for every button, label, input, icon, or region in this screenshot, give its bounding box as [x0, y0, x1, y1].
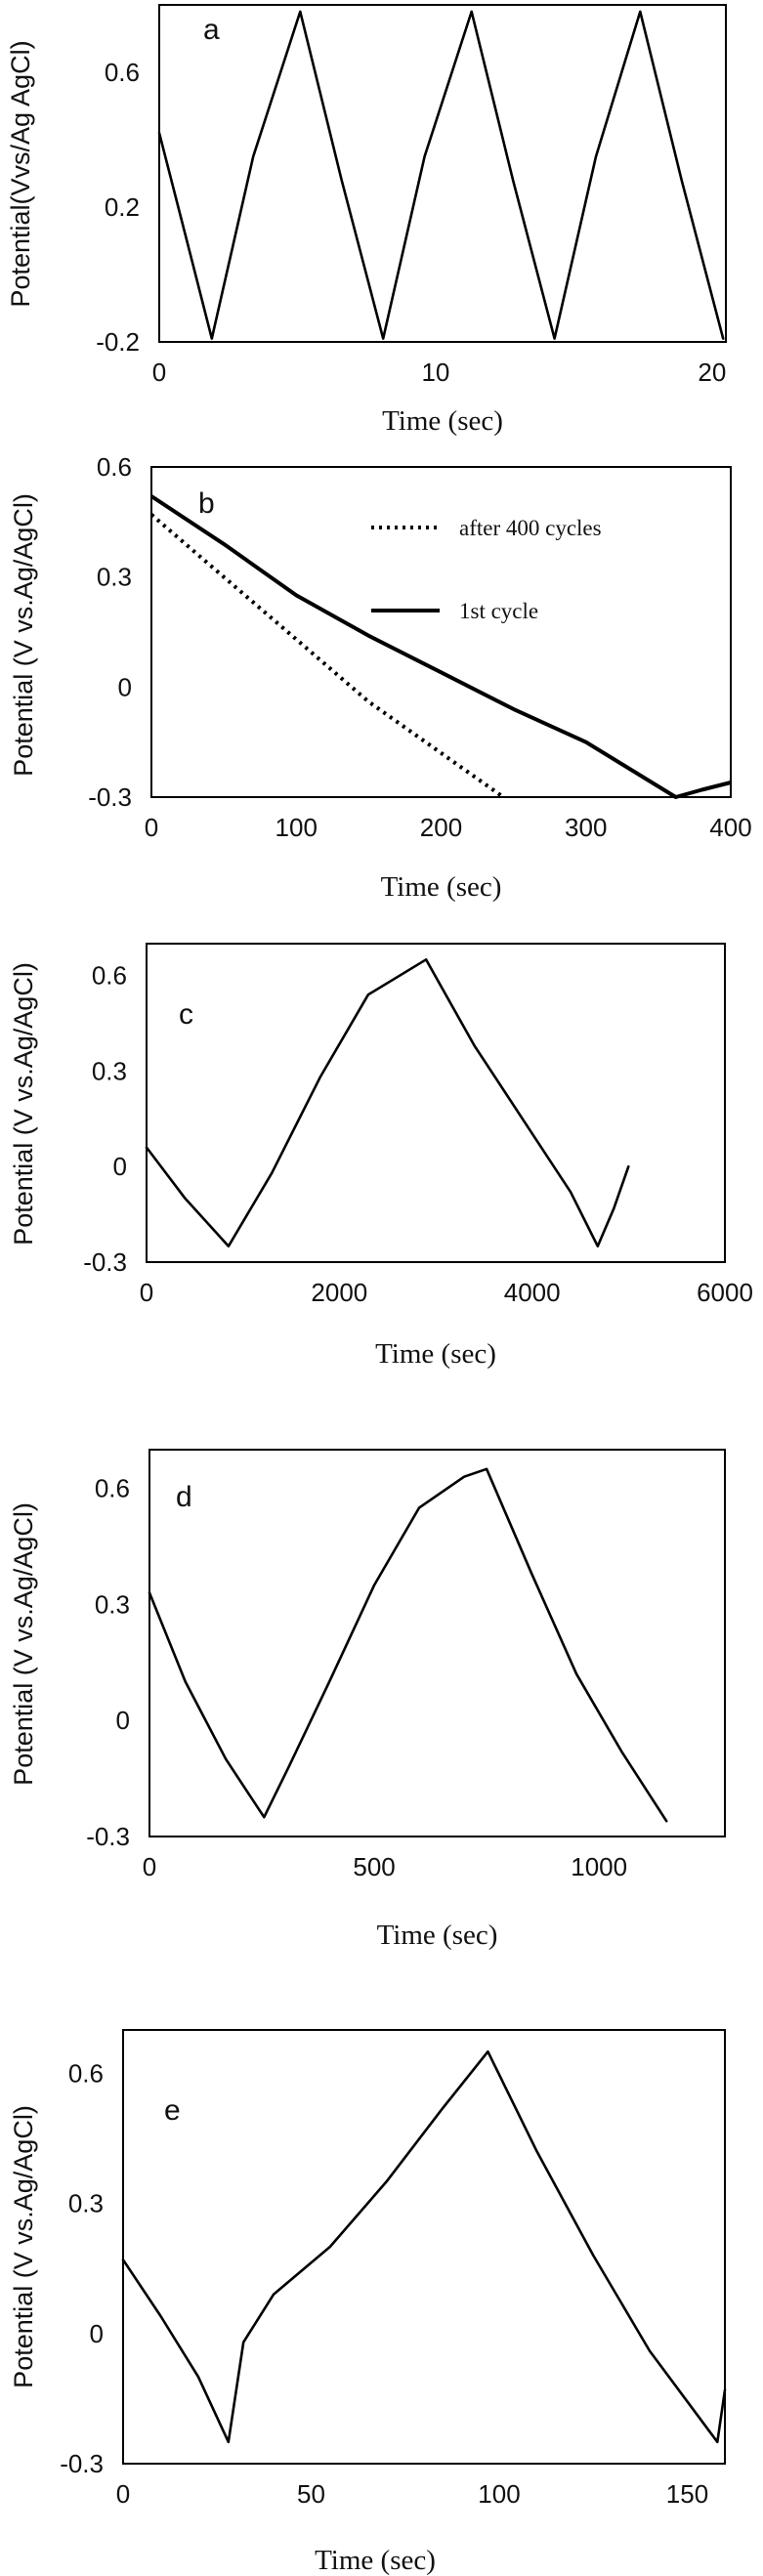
chart-c-series-1-line [145, 957, 630, 1247]
chart-b-x-tick-label: 400 [709, 813, 751, 842]
chart-d-y-axis-title: Potential (V vs.Ag/AgCl) [9, 1502, 38, 1786]
chart-d-y-tick-label: 0.6 [95, 1474, 130, 1503]
chart-e-series-1-line [121, 2049, 727, 2444]
chart-e-panel-letter: e [164, 2094, 181, 2127]
chart-b-legend-label: after 400 cycles [459, 516, 602, 540]
chart-c-plot-frame [146, 943, 726, 1263]
chart-a-panel-letter: a [203, 14, 220, 46]
chart-d-y-tick-label: -0.3 [86, 1822, 130, 1851]
chart-d-series-1-line [148, 1467, 668, 1823]
chart-e-x-tick-label: 100 [478, 2479, 520, 2509]
chart-b-y-tick-label: -0.3 [88, 782, 132, 812]
chart-e-x-axis-title: Time (sec) [315, 2545, 436, 2576]
chart-a-y-tick-label: 0.2 [105, 192, 140, 222]
chart-d-panel: 0 500 1000 0.6 0.3 0 -0.3 Time (sec) Potential (… [9, 1449, 726, 1951]
chart-a-panel: 0 10 20 0.6 0.2 -0.2 Time (sec) Potential(Vvs/A… [6, 4, 727, 437]
chart-c-x-axis-title: Time (sec) [375, 1338, 496, 1370]
chart-e-plot-frame [122, 2029, 726, 2465]
chart-a-y-axis-title: Potential(Vvs/Ag AgCl) [6, 40, 35, 307]
chart-d-x-tick-label: 0 [143, 1852, 156, 1881]
chart-d-x-tick-label: 500 [353, 1852, 395, 1881]
chart-b-x-tick-label: 200 [420, 813, 462, 842]
chart-e-x-tick-label: 0 [116, 2479, 130, 2509]
chart-a-x-tick-label: 0 [152, 358, 166, 387]
chart-b-y-tick-label: 0 [118, 672, 132, 701]
chart-b-x-axis-title: Time (sec) [381, 871, 502, 903]
chart-c-y-tick-label: -0.3 [83, 1247, 127, 1277]
chart-d-y-tick-label: 0.3 [95, 1589, 130, 1619]
chart-b-series-1-line [149, 513, 505, 799]
chart-b-plot-frame [150, 466, 732, 798]
chart-a-y-tick-label: -0.2 [96, 327, 140, 357]
chart-d-plot-frame [148, 1449, 726, 1837]
chart-b-series-2-line [149, 494, 732, 799]
chart-e-y-tick-label: 0.6 [68, 2058, 104, 2088]
chart-c-y-tick-label: 0.6 [92, 961, 127, 991]
chart-c-x-tick-label: 6000 [697, 1278, 753, 1307]
chart-b-panel: 0 100 200 300 400 0.6 0.3 0 -0.3 Time (sec) Potent… [9, 452, 752, 903]
chart-c-y-axis-title: Potential (V vs.Ag/AgCl) [9, 962, 38, 1246]
chart-d-x-axis-title: Time (sec) [377, 1920, 498, 1951]
chart-a-x-tick-label: 10 [421, 358, 449, 387]
chart-b-y-tick-label: 0.6 [97, 452, 132, 482]
chart-b-panel-letter: b [198, 487, 215, 520]
chart-a-y-tick-label: 0.6 [105, 58, 140, 87]
chart-c-panel: 0 2000 4000 6000 0.6 0.3 0 -0.3 Time (sec) Potent… [9, 943, 753, 1370]
chart-b-y-tick-label: 0.3 [97, 563, 132, 592]
chart-b-x-tick-label: 300 [565, 813, 607, 842]
chart-a-x-axis-title: Time (sec) [382, 405, 503, 437]
chart-c-x-tick-label: 2000 [311, 1278, 367, 1307]
chart-e-y-tick-label: 0.3 [68, 2189, 104, 2218]
chart-a-plot-frame [158, 4, 727, 343]
chart-d-y-tick-label: 0 [116, 1706, 130, 1735]
chart-a-x-tick-label: 20 [698, 358, 726, 387]
chart-a-series-1-line [157, 10, 725, 340]
chart-e-y-tick-label: 0 [90, 2319, 104, 2348]
chart-e-y-axis-title: Potential (V vs.Ag/AgCl) [9, 2105, 38, 2388]
chart-c-y-tick-label: 0.3 [92, 1056, 127, 1085]
chart-e-y-tick-label: -0.3 [60, 2449, 104, 2478]
chart-e-x-tick-label: 150 [666, 2479, 708, 2509]
chart-c-y-tick-label: 0 [113, 1152, 127, 1181]
chart-b-y-axis-title: Potential (V vs.Ag/AgCl) [9, 493, 38, 777]
chart-e-panel: 0 50 100 150 0.6 0.3 0 -0.3 Time (sec) Potential … [9, 2029, 727, 2576]
chart-e-x-tick-label: 50 [297, 2479, 325, 2509]
chart-c-panel-letter: c [179, 998, 193, 1031]
chart-c-x-tick-label: 4000 [504, 1278, 561, 1307]
chart-d-panel-letter: d [176, 1481, 192, 1513]
chart-b-legend-label: 1st cycle [459, 599, 538, 623]
chart-c-x-tick-label: 0 [140, 1278, 153, 1307]
chart-d-x-tick-label: 1000 [571, 1852, 627, 1881]
chart-b-x-tick-label: 100 [276, 813, 318, 842]
chart-b-x-tick-label: 0 [145, 813, 158, 842]
